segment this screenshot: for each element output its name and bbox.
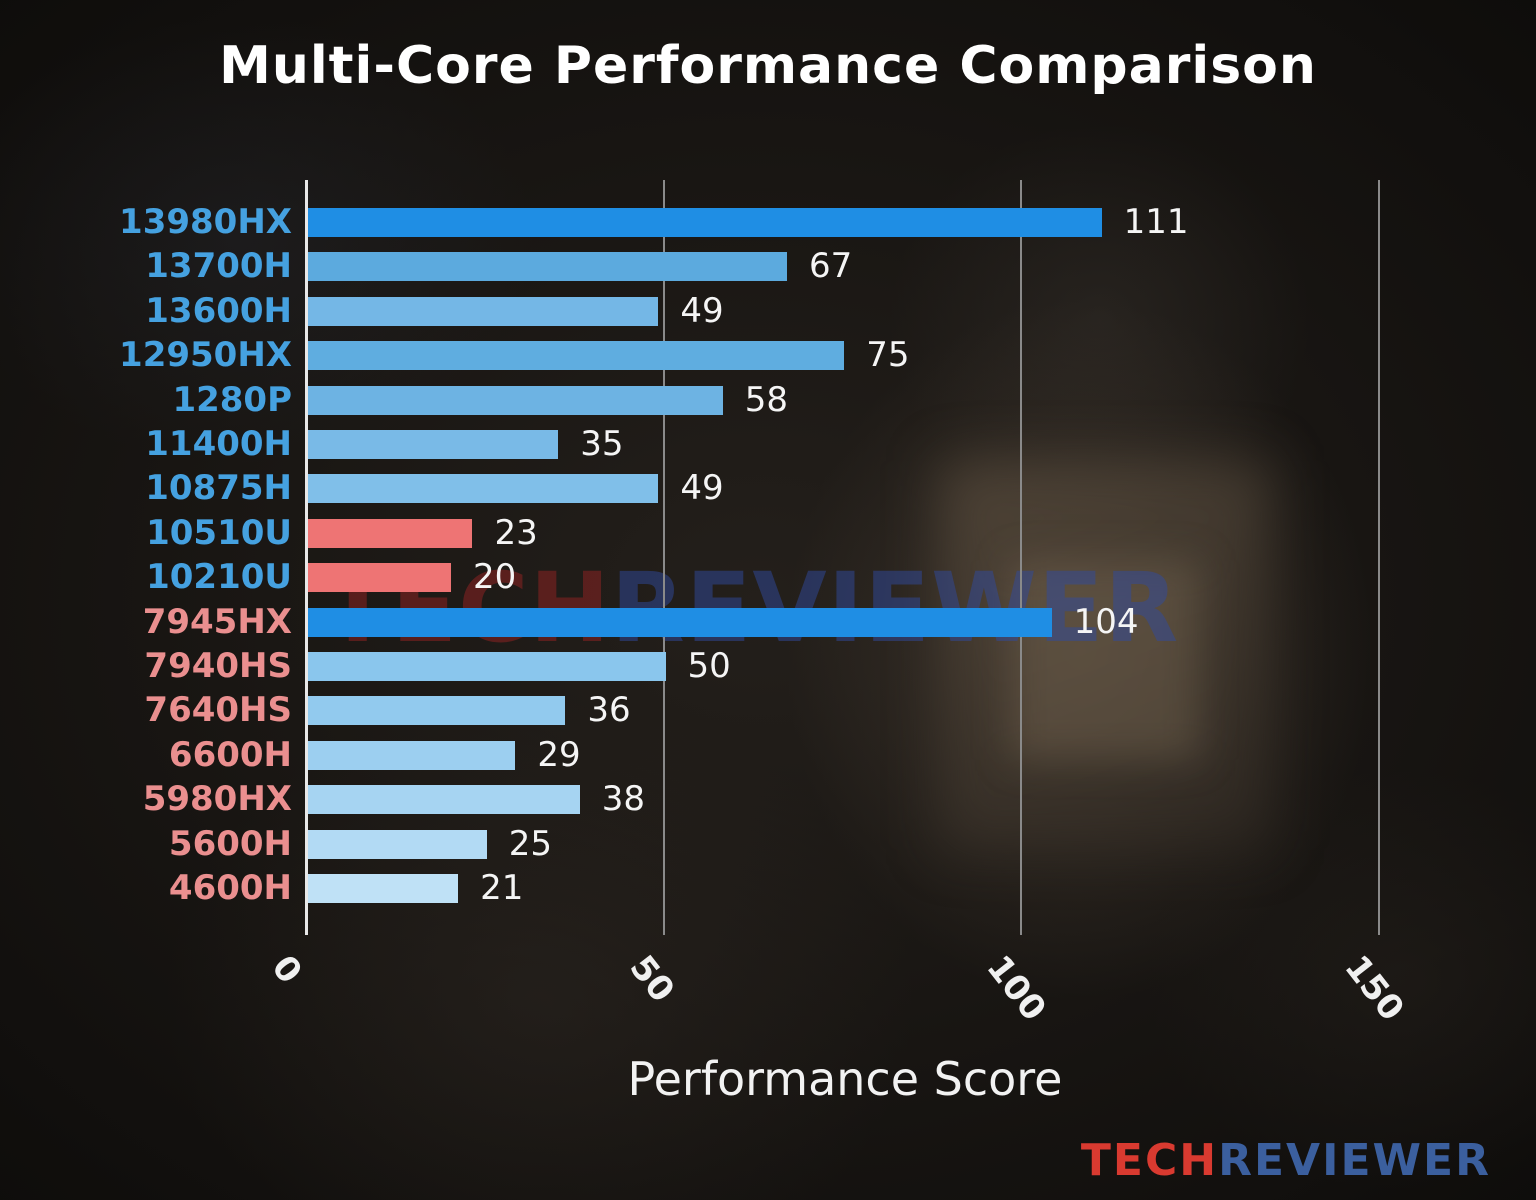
bar bbox=[308, 874, 459, 903]
x-gridline bbox=[1020, 180, 1022, 935]
bar-category-label: 1280P bbox=[172, 379, 292, 420]
bar bbox=[308, 296, 659, 326]
bar bbox=[308, 252, 788, 282]
x-tick-label: 150 bbox=[1335, 948, 1412, 1029]
bar-value-label: 67 bbox=[809, 246, 853, 287]
bar bbox=[308, 740, 516, 770]
bar bbox=[308, 696, 566, 726]
bar bbox=[308, 563, 451, 593]
bar-category-label: 10210U bbox=[146, 557, 292, 598]
bar-value-label: 75 bbox=[866, 335, 910, 376]
techreviewer-logo: TECHREVIEWER bbox=[1081, 1135, 1491, 1186]
bar bbox=[308, 829, 487, 859]
bar-value-label: 35 bbox=[580, 424, 624, 464]
logo-reviewer: REVIEWER bbox=[1218, 1135, 1491, 1186]
bar-value-label: 36 bbox=[587, 690, 631, 731]
bar-category-label: 7945HX bbox=[142, 601, 292, 642]
x-tick-label: 50 bbox=[620, 948, 682, 1010]
bar-category-label: 13980HX bbox=[119, 202, 292, 242]
bar bbox=[308, 208, 1102, 237]
bar-value-label: 49 bbox=[680, 290, 724, 331]
x-gridline bbox=[662, 180, 665, 935]
bar-category-label: 13700H bbox=[145, 246, 292, 287]
bar bbox=[308, 474, 659, 504]
bar bbox=[308, 518, 473, 548]
bar bbox=[308, 385, 723, 415]
bar-category-label: 13600H bbox=[145, 290, 292, 331]
bar bbox=[308, 607, 1052, 637]
bar-value-label: 50 bbox=[687, 646, 731, 686]
bar-value-label: 111 bbox=[1123, 202, 1189, 242]
bar-category-label: 6600H bbox=[168, 734, 292, 775]
cpu-chip-photo bbox=[940, 460, 1270, 850]
bar-value-label: 25 bbox=[508, 823, 553, 864]
x-tick-label: 0 bbox=[263, 948, 310, 992]
x-gridline bbox=[1377, 180, 1380, 935]
chart-title: Multi-Core Performance Comparison bbox=[219, 36, 1317, 96]
bar-category-label: 7940HS bbox=[144, 646, 292, 686]
bar bbox=[308, 785, 580, 815]
bar bbox=[308, 652, 666, 681]
x-tick-label: 100 bbox=[978, 948, 1054, 1029]
bar-category-label: 12950HX bbox=[119, 335, 292, 376]
bar-category-label: 10875H bbox=[145, 468, 292, 509]
bar-category-label: 10510U bbox=[146, 512, 292, 553]
bar-category-label: 5600H bbox=[168, 823, 292, 864]
x-axis-label: Performance Score bbox=[627, 1052, 1063, 1106]
bar-category-label: 7640HS bbox=[144, 690, 292, 731]
logo-tech: TECH bbox=[1080, 1135, 1219, 1186]
cpu-die-photo bbox=[1010, 560, 1200, 760]
bar-category-label: 5980HX bbox=[142, 779, 292, 820]
bar bbox=[308, 430, 559, 459]
bar-category-label: 11400H bbox=[145, 424, 292, 464]
bar bbox=[308, 341, 845, 371]
bar-value-label: 58 bbox=[744, 379, 788, 420]
bar-value-label: 38 bbox=[601, 779, 645, 820]
bar-value-label: 29 bbox=[537, 734, 581, 775]
bar-value-label: 23 bbox=[494, 512, 538, 553]
bar-value-label: 49 bbox=[680, 468, 724, 509]
y-axis-line bbox=[305, 180, 308, 935]
bar-value-label: 104 bbox=[1073, 601, 1139, 642]
bar-category-label: 4600H bbox=[168, 868, 292, 908]
bar-value-label: 21 bbox=[480, 868, 524, 908]
bar-value-label: 20 bbox=[473, 557, 517, 598]
